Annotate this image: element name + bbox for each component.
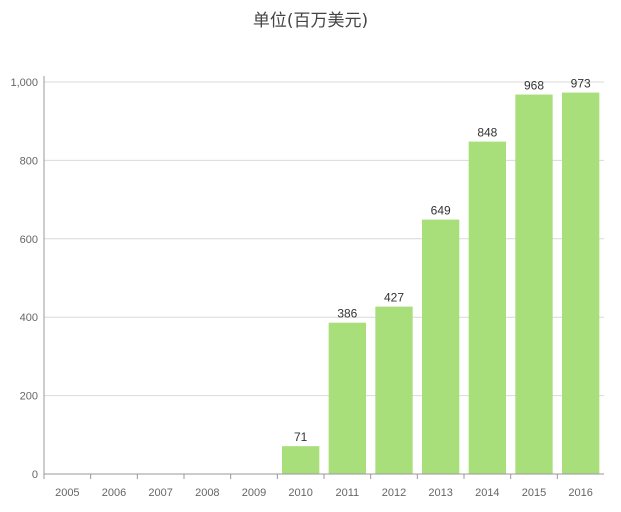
bar-2013[interactable] (422, 219, 460, 474)
gridlines (44, 81, 604, 397)
bar-2012[interactable] (375, 306, 413, 474)
y-tick-label: 600 (20, 234, 38, 246)
x-tick-label: 2005 (55, 487, 79, 499)
x-tick-label: 2012 (382, 487, 406, 499)
y-tick-label: 400 (20, 312, 38, 324)
bar-2010[interactable] (282, 446, 320, 474)
y-tick-label: 200 (20, 391, 38, 403)
data-labels: 71 386 427 649 848 968 973 (294, 77, 591, 445)
x-tick-label: 2014 (475, 487, 499, 499)
data-label-2015: 968 (524, 79, 544, 93)
x-tick-label: 2011 (336, 487, 360, 499)
data-label-2012: 427 (384, 291, 404, 305)
axes (43, 76, 604, 475)
x-tick-label: 2007 (148, 487, 172, 499)
data-label-2013: 649 (431, 204, 451, 218)
bars (282, 92, 600, 475)
bar-2015[interactable] (515, 94, 553, 474)
x-tick-label: 2008 (195, 487, 219, 499)
bar-2011[interactable] (328, 322, 366, 474)
x-axis-tick-labels: 2005 2006 2007 2008 2009 2010 2011 2012 2013 2014… (43, 474, 593, 499)
chart-title: 单位(百万美元) (252, 11, 369, 31)
x-tick-label: 2010 (288, 487, 312, 499)
data-label-2014: 848 (477, 126, 497, 140)
x-tick-label: 2013 (428, 487, 452, 499)
bar-2014[interactable] (468, 141, 506, 475)
bar-2016[interactable] (562, 92, 600, 475)
x-tick-label: 2009 (242, 487, 266, 499)
x-tick-label: 2015 (522, 487, 546, 499)
data-label-2016: 973 (571, 77, 591, 91)
y-tick-label: 1,000 (10, 77, 38, 89)
y-axis-tick-labels: 0 200 400 600 800 1,000 (10, 77, 38, 481)
y-tick-label: 800 (20, 155, 38, 167)
data-label-2011: 386 (337, 307, 357, 321)
y-tick-label: 0 (32, 469, 38, 481)
x-tick-label: 2006 (102, 487, 126, 499)
x-tick-label: 2016 (568, 487, 592, 499)
data-label-2010: 71 (294, 430, 308, 444)
